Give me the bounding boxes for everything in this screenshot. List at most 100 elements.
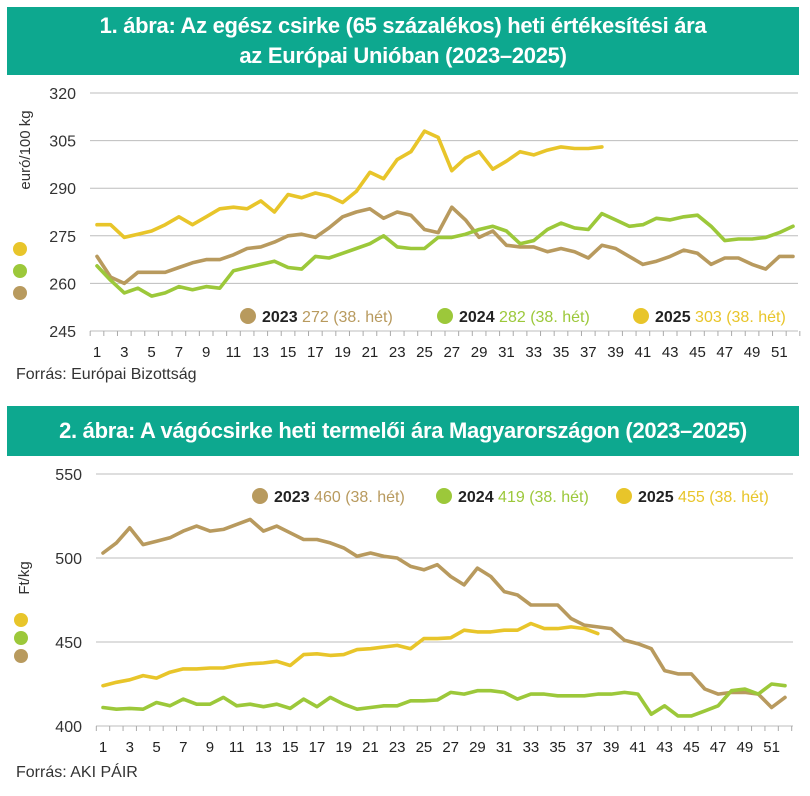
legend-year-2025: 2025	[655, 309, 695, 326]
x-tick-label: 13	[252, 344, 269, 361]
chart1-source: Forrás: Európai Bizottság	[16, 366, 197, 383]
x-tick-label: 25	[416, 739, 433, 756]
x-tick-label: 7	[175, 344, 183, 361]
x-tick-label: 17	[307, 344, 324, 361]
x-tick-label: 23	[389, 344, 406, 361]
x-tick-label: 23	[389, 739, 406, 756]
x-tick-label: 45	[683, 739, 700, 756]
y-tick-label: 275	[49, 229, 76, 246]
x-tick-label: 39	[603, 739, 620, 756]
x-tick-label: 5	[152, 739, 160, 756]
legend-dot-2024	[436, 488, 452, 504]
legend-year-2024: 2024	[458, 489, 498, 506]
legend-entry-2023: 2023 272 (38. hét)	[262, 309, 393, 326]
x-tick-label: 41	[635, 344, 652, 361]
x-tick-label: 21	[362, 739, 379, 756]
x-tick-label: 51	[763, 739, 780, 756]
legend-entry-2025: 2025 303 (38. hét)	[655, 309, 786, 326]
x-tick-label: 17	[309, 739, 326, 756]
legend-value-2023: 272 (38. hét)	[302, 309, 393, 326]
side-legend-dot-2023	[13, 286, 27, 300]
y-tick-label: 550	[55, 467, 82, 484]
y-tick-label: 400	[55, 719, 82, 736]
series-line-2025	[95, 129, 604, 240]
x-tick-label: 29	[471, 344, 488, 361]
y-tick-label: 305	[49, 134, 76, 151]
x-tick-label: 9	[206, 739, 214, 756]
y-tick-label: 290	[49, 181, 76, 198]
legend-entry-2024: 2024 282 (38. hét)	[459, 309, 590, 326]
x-tick-label: 35	[549, 739, 566, 756]
x-tick-label: 11	[229, 739, 245, 756]
x-tick-label: 21	[362, 344, 379, 361]
y-tick-label: 245	[49, 324, 76, 341]
legend-value-2023: 460 (38. hét)	[314, 489, 405, 506]
x-tick-label: 45	[689, 344, 706, 361]
x-tick-label: 33	[525, 344, 542, 361]
x-tick-label: 9	[202, 344, 210, 361]
x-tick-label: 11	[226, 344, 242, 361]
x-tick-label: 43	[662, 344, 679, 361]
x-tick-label: 19	[334, 344, 351, 361]
x-tick-label: 51	[771, 344, 788, 361]
y-axis-title: Ft/kg	[16, 561, 33, 594]
x-tick-label: 29	[469, 739, 486, 756]
x-tick-label: 1	[93, 344, 101, 361]
legend-year-2023: 2023	[262, 309, 302, 326]
legend-year-2025: 2025	[638, 489, 678, 506]
side-legend-dot-2023	[14, 649, 28, 663]
x-tick-label: 43	[656, 739, 673, 756]
series-line-2023	[101, 517, 787, 710]
x-tick-label: 15	[280, 344, 297, 361]
side-legend-dot-2024	[14, 631, 28, 645]
legend-dot-2023	[240, 308, 256, 324]
x-tick-label: 35	[553, 344, 570, 361]
series-line-2024	[101, 682, 787, 718]
x-tick-label: 47	[710, 739, 727, 756]
x-tick-label: 19	[335, 739, 352, 756]
y-tick-label: 450	[55, 635, 82, 652]
chart2-title: 2. ábra: A vágócsirke heti termelői ára …	[7, 406, 799, 456]
x-tick-label: 47	[716, 344, 733, 361]
x-tick-label: 37	[580, 344, 597, 361]
side-legend-dot-2025	[13, 242, 27, 256]
legend-value-2024: 419 (38. hét)	[498, 489, 589, 506]
legend-value-2025: 455 (38. hét)	[678, 489, 769, 506]
legend-year-2024: 2024	[459, 309, 499, 326]
legend-dot-2025	[616, 488, 632, 504]
y-tick-label: 320	[49, 86, 76, 103]
x-tick-label: 7	[179, 739, 187, 756]
legend-dot-2024	[437, 308, 453, 324]
side-legend-dot-2025	[14, 613, 28, 627]
y-tick-label: 260	[49, 276, 76, 293]
x-tick-label: 13	[255, 739, 272, 756]
legend-value-2025: 303 (38. hét)	[695, 309, 786, 326]
series-line-2024	[95, 211, 795, 298]
x-tick-label: 3	[120, 344, 128, 361]
chart1-title-line2: az Európai Unióban (2023–2025)	[239, 43, 567, 68]
legend-year-2023: 2023	[274, 489, 314, 506]
legend-entry-2023: 2023 460 (38. hét)	[274, 489, 405, 506]
x-tick-label: 1	[99, 739, 107, 756]
chart1-title-line1: 1. ábra: Az egész csirke (65 százalékos)…	[99, 13, 707, 38]
y-axis-title: euró/100 kg	[17, 110, 34, 189]
chart1-title: 1. ábra: Az egész csirke (65 százalékos)…	[7, 7, 799, 75]
x-tick-label: 31	[498, 344, 515, 361]
side-legend-dot-2024	[13, 264, 27, 278]
x-tick-label: 41	[630, 739, 647, 756]
x-tick-label: 37	[576, 739, 593, 756]
chart2-source: Forrás: AKI PÁIR	[16, 764, 138, 781]
legend-value-2024: 282 (38. hét)	[499, 309, 590, 326]
x-tick-label: 27	[442, 739, 459, 756]
x-tick-label: 39	[607, 344, 624, 361]
x-tick-label: 25	[416, 344, 433, 361]
legend-entry-2024: 2024 419 (38. hét)	[458, 489, 589, 506]
legend-dot-2023	[252, 488, 268, 504]
x-tick-label: 5	[147, 344, 155, 361]
x-tick-label: 3	[126, 739, 134, 756]
y-tick-label: 500	[55, 551, 82, 568]
x-tick-label: 15	[282, 739, 299, 756]
x-tick-label: 31	[496, 739, 513, 756]
